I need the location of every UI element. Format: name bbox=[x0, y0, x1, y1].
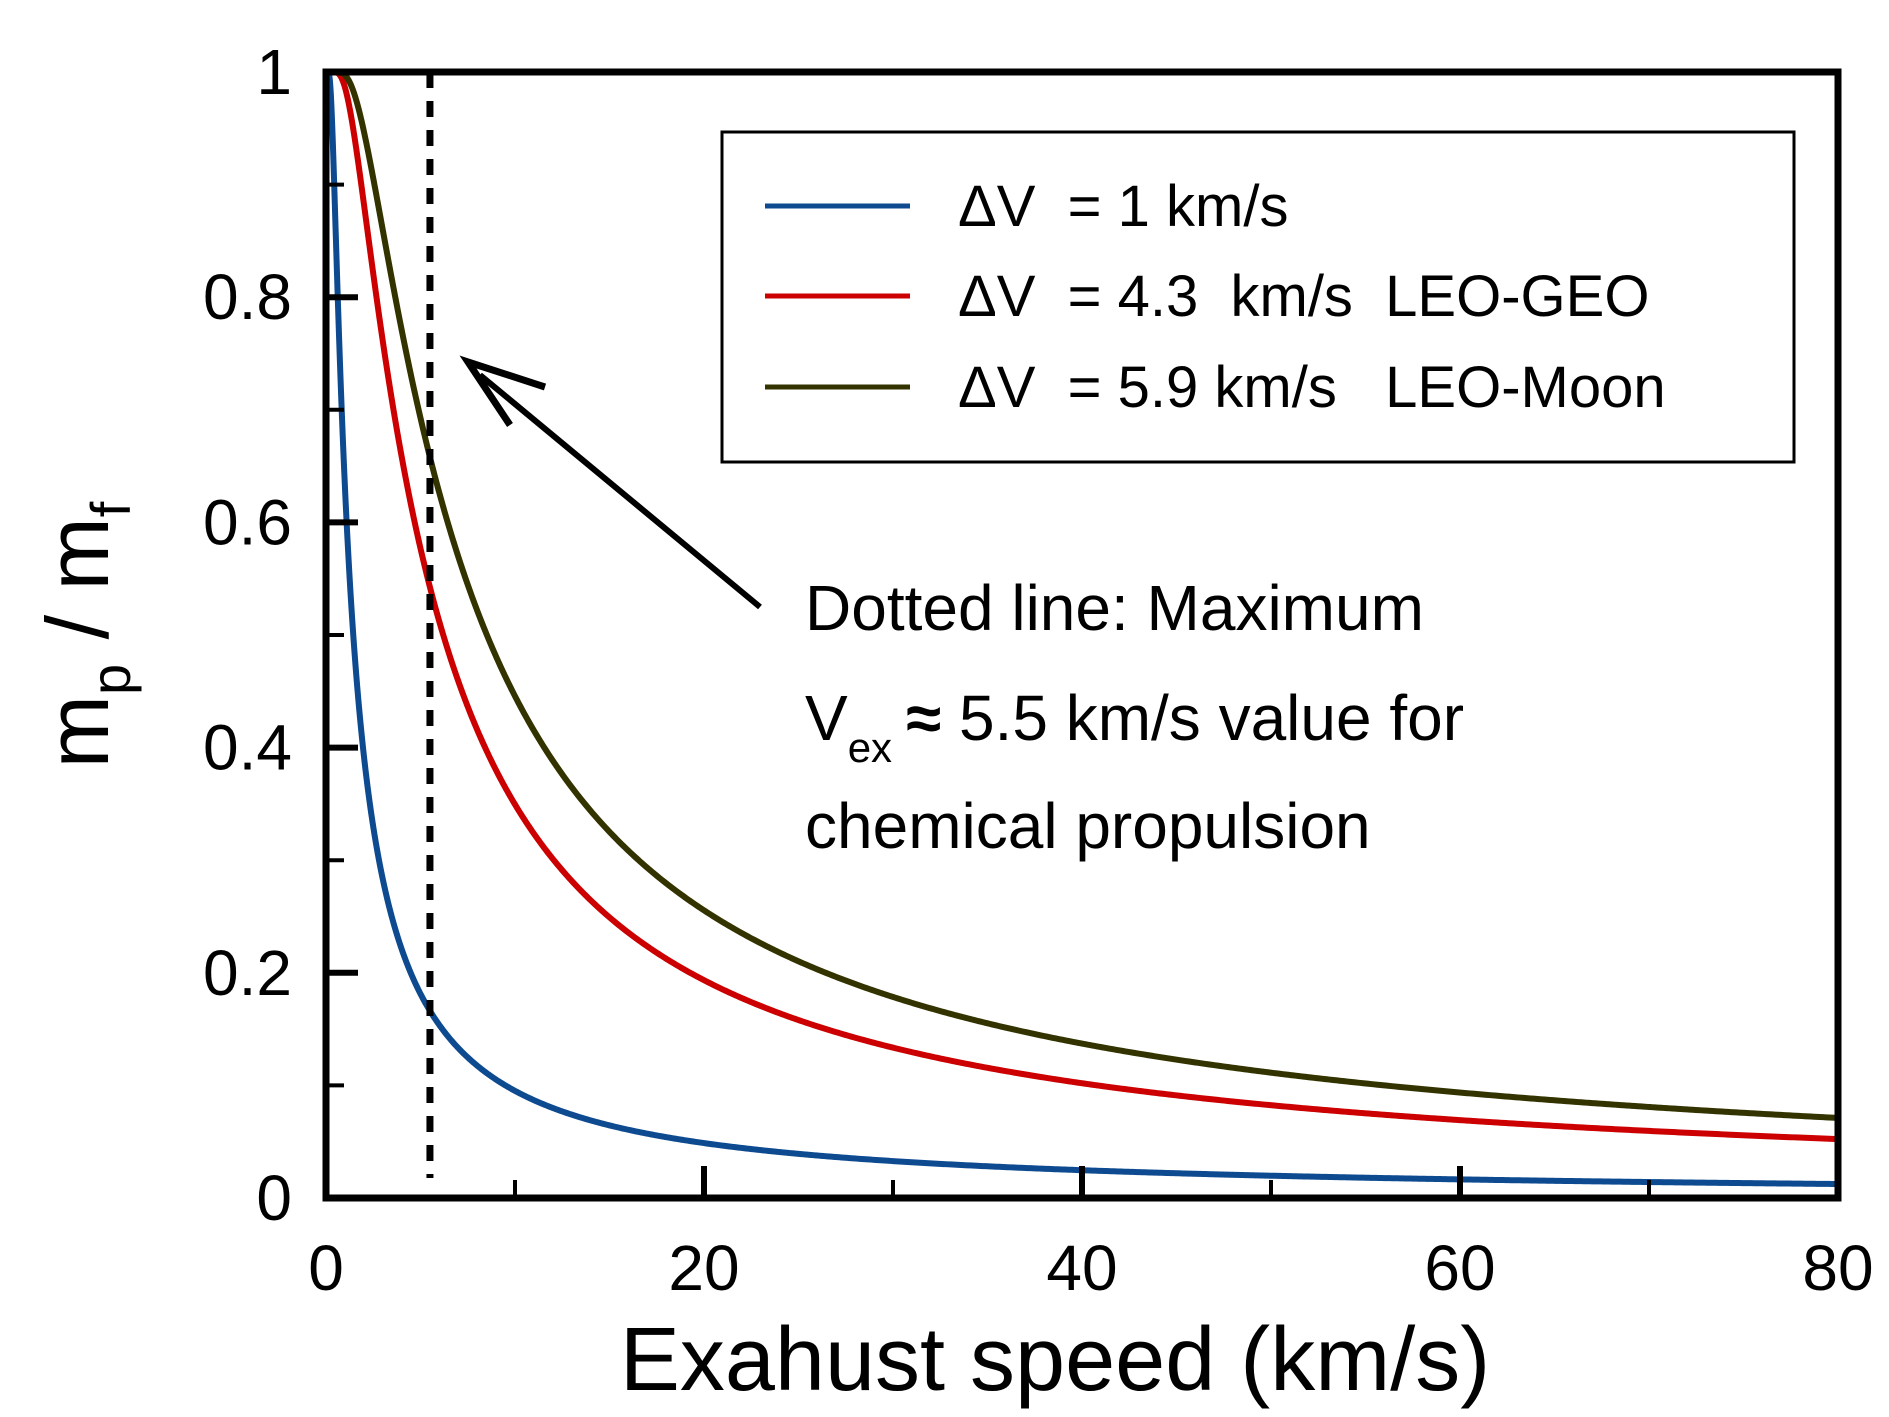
legend-label-dv-5-9: ΔV = 5.9 km/s LEO-Moon bbox=[958, 355, 1666, 420]
annotation-text: Dotted line: Maximum Vex ≈ 5.5 km/s value… bbox=[805, 572, 1464, 862]
y-tick-label: 0.6 bbox=[203, 486, 292, 558]
x-axis-label: Exahust speed (km/s) bbox=[620, 1310, 1490, 1410]
annotation-line-1: Dotted line: Maximum bbox=[805, 572, 1424, 644]
legend-label-dv-1: ΔV = 1 km/s bbox=[958, 174, 1288, 239]
x-tick-label: 40 bbox=[1046, 1232, 1117, 1304]
y-tick-label: 0.2 bbox=[203, 937, 292, 1009]
legend-label-dv-4-3: ΔV = 4.3 km/s LEO-GEO bbox=[958, 264, 1649, 329]
annotation-arrow-head bbox=[459, 355, 547, 427]
annotation-line-3: chemical propulsion bbox=[805, 790, 1371, 862]
x-tick-label: 80 bbox=[1802, 1232, 1873, 1304]
series-line-2 bbox=[326, 72, 1838, 1143]
y-tick-label: 0 bbox=[256, 1162, 292, 1234]
series-line-1 bbox=[326, 72, 1838, 1188]
x-tick-label: 60 bbox=[1424, 1232, 1495, 1304]
y-tick-label: 0.4 bbox=[203, 712, 292, 784]
y-axis-label: mp / mf bbox=[28, 501, 142, 768]
y-tick-label: 0.8 bbox=[203, 261, 292, 333]
annotation-line-2: Vex ≈ 5.5 km/s value for bbox=[805, 682, 1464, 771]
x-tick-label: 20 bbox=[668, 1232, 739, 1304]
annotation-arrow-shaft bbox=[478, 372, 762, 610]
y-tick-label: 1 bbox=[256, 36, 292, 108]
series-line-3 bbox=[326, 72, 1838, 1121]
annotation-arrow bbox=[459, 355, 762, 610]
legend: ΔV = 1 km/s ΔV = 4.3 km/s LEO-GEO ΔV = 5… bbox=[720, 130, 1796, 464]
x-tick-label: 0 bbox=[308, 1232, 344, 1304]
